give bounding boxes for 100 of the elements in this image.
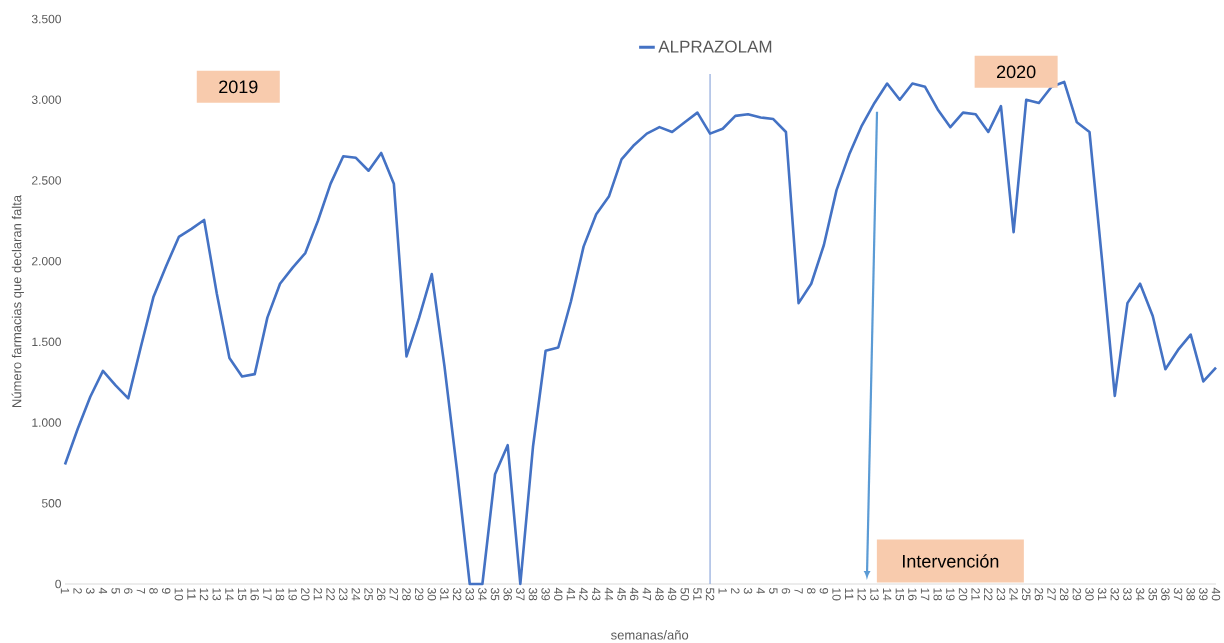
x-tick-label: 6	[781, 588, 791, 594]
x-tick-label: 20	[958, 588, 968, 601]
x-tick-label: 13	[212, 588, 222, 601]
x-tick-label: 12	[857, 588, 867, 601]
x-tick-label: 11	[845, 588, 854, 600]
x-tick-label: 32	[452, 587, 462, 601]
x-tick-label: 26	[376, 588, 386, 601]
x-tick-label: 3	[743, 587, 753, 594]
legend-label: ALPRAZOLAM	[658, 40, 772, 53]
x-tick-label: 43	[591, 587, 601, 601]
x-tick-label: 5	[111, 588, 120, 594]
x-tick-label: 13	[870, 588, 879, 601]
x-tick-label: 17	[263, 588, 272, 601]
y-tick-label: 2.500	[32, 176, 61, 185]
x-tick-label: 4	[98, 587, 108, 594]
x-tick-label: 27	[389, 588, 399, 601]
x-tick-label: 40	[1211, 587, 1221, 601]
x-tick-label: 23	[996, 588, 1006, 601]
x-tick-label: 38	[1186, 587, 1195, 601]
x-tick-label: 52	[705, 588, 715, 601]
x-tick-label: 35	[1148, 587, 1157, 601]
x-tick-label: 8	[149, 588, 158, 594]
x-tick-label: 49	[667, 587, 677, 601]
x-tick-label: 10	[832, 588, 841, 601]
x-tick-label: 19	[946, 588, 955, 601]
x-tick-label: 2	[73, 588, 82, 594]
x-tick-label: 25	[364, 588, 373, 601]
x-tick-label: 7	[136, 588, 146, 594]
x-tick-label: 30	[1085, 587, 1094, 601]
x-tick-label: 17	[920, 588, 930, 601]
x-tick-label: 44	[604, 587, 613, 601]
x-tick-label: 51	[693, 588, 702, 601]
x-tick-label: 24	[1009, 588, 1018, 601]
x-tick-label: 36	[1161, 587, 1170, 601]
x-tick-label: 4	[756, 587, 765, 594]
y-tick-label: 1.000	[32, 418, 61, 427]
x-tick-label: 16	[908, 588, 917, 601]
x-tick-label: 42	[579, 587, 588, 601]
x-tick-label: 34	[478, 587, 487, 601]
y-tick-label: 3.500	[31, 14, 61, 24]
x-tick-label: 37	[1173, 587, 1183, 601]
x-tick-label: 18	[275, 588, 285, 601]
annotation: 2020	[997, 65, 1036, 79]
x-tick-label: 9	[819, 588, 829, 594]
annotation: Intervención	[903, 554, 999, 568]
x-tick-label: 46	[629, 587, 639, 601]
x-tick-label: 21	[971, 588, 980, 601]
x-tick-label: 21	[313, 588, 323, 601]
x-tick-label: 14	[883, 588, 892, 601]
y-tick-label: 500	[41, 499, 61, 508]
x-tick-label: 15	[237, 588, 247, 601]
x-tick-label: 10	[174, 588, 184, 601]
x-axis-title: semanas/año	[611, 630, 689, 640]
x-tick-label: 5	[769, 588, 778, 594]
x-tick-label: 34	[1135, 587, 1145, 601]
line-series	[63, 80, 1218, 586]
x-tick-label: 48	[655, 587, 664, 601]
x-tick-label: 18	[933, 588, 942, 601]
x-tick-label: 30	[427, 587, 437, 601]
x-tick-label: 40	[554, 587, 563, 601]
x-tick-label: 35	[490, 587, 500, 601]
y-tick-label: 0	[55, 579, 61, 589]
x-tick-label: 1	[60, 588, 70, 594]
x-tick-label: 37	[516, 587, 525, 601]
x-tick-label: 28	[1059, 588, 1069, 601]
x-tick-label: 9	[161, 588, 171, 594]
x-tick-label: 28	[402, 588, 411, 601]
x-tick-label: 39	[1199, 587, 1208, 601]
y-tick-label: 1.500	[32, 337, 61, 347]
x-tick-label: 50	[680, 588, 689, 601]
x-tick-label: 36	[503, 587, 512, 601]
x-tick-label: 14	[225, 588, 234, 601]
x-tick-label: 33	[1123, 587, 1132, 601]
x-tick-label: 22	[984, 588, 993, 601]
x-tick-label: 26	[1034, 588, 1044, 601]
y-tick-label: 2.000	[32, 256, 61, 266]
x-tick-label: 15	[895, 588, 904, 601]
x-tick-label: 29	[414, 588, 424, 601]
y-tick-label: 3.000	[31, 95, 61, 104]
x-tick-label: 38	[528, 587, 538, 601]
x-tick-label: 8	[807, 588, 816, 594]
x-tick-label: 39	[541, 587, 550, 601]
x-tick-label: 1	[718, 588, 727, 594]
x-tick-label: 20	[301, 588, 310, 601]
x-tick-label: 16	[250, 588, 259, 601]
x-tick-label: 32	[1110, 587, 1120, 601]
x-tick-label: 12	[199, 588, 209, 601]
x-tick-label: 41	[566, 587, 576, 601]
x-tick-label: 47	[642, 587, 651, 601]
x-tick-label: 29	[1072, 588, 1082, 601]
x-tick-label: 19	[288, 588, 297, 601]
x-tick-label: 23	[339, 588, 348, 601]
x-tick-label: 3	[86, 587, 95, 594]
x-tick-label: 45	[617, 587, 626, 601]
annotation: 2019	[219, 80, 258, 94]
x-tick-label: 11	[187, 588, 196, 600]
y-axis-title: Número farmacias que declaran falta	[11, 194, 24, 408]
x-tick-label: 7	[794, 588, 803, 594]
x-tick-label: 6	[124, 588, 133, 594]
x-tick-label: 22	[326, 588, 335, 601]
